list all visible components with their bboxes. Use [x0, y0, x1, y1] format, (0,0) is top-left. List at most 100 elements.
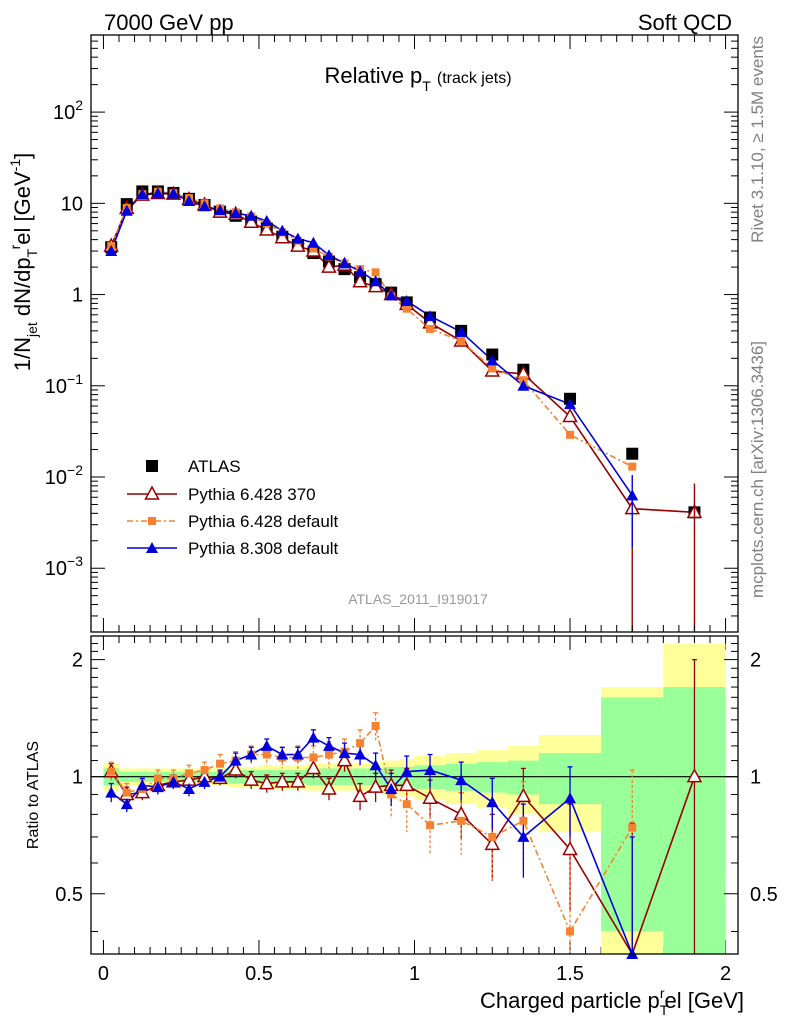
ratio-y-tick-label: 0.5: [55, 884, 83, 906]
ratio-y-tick-label-right: 0.5: [750, 884, 778, 906]
main-point-3: [136, 188, 149, 200]
ratio-point-2: [387, 790, 396, 799]
analysis-label: ATLAS_2011_I919017: [348, 591, 488, 607]
ratio-point-1: [321, 780, 337, 795]
ratio-point-3: [167, 775, 180, 787]
ratio-point-1: [686, 768, 703, 783]
ratio-point-3: [354, 748, 367, 760]
ratio-point-2: [309, 753, 318, 762]
main-point-2: [628, 462, 637, 471]
main-point-2: [426, 324, 435, 333]
main-point-3: [517, 379, 530, 391]
ratio-point-3: [245, 748, 258, 760]
main-point-3: [486, 354, 499, 366]
main-point-3: [455, 325, 468, 337]
main-ylabel: 1/Njet dN/dpTrel [GeV-1]: [7, 153, 40, 372]
main-point-1: [243, 213, 259, 229]
ratio-point-1: [352, 787, 368, 803]
ratio-point-2: [122, 788, 131, 797]
ratio-point-2: [324, 750, 333, 759]
main-point-2: [457, 336, 466, 345]
ratio-point-3: [400, 765, 413, 777]
x-axis-label: Charged particle pTrel [GeV]: [480, 985, 744, 1018]
ratio-point-1: [305, 759, 322, 775]
ratio-point-2: [426, 821, 435, 830]
main-point-3: [120, 204, 133, 216]
ratio-point-2: [216, 759, 225, 768]
main-point-3: [322, 249, 335, 261]
ratio-point-1: [515, 787, 532, 803]
ratio-point-2: [356, 739, 365, 748]
ratio-point-2: [262, 750, 271, 759]
legend-label: Pythia 8.308 default: [188, 539, 339, 558]
main-point-3: [198, 200, 211, 212]
ratio-point-1: [243, 771, 259, 786]
main-point-3: [214, 204, 227, 216]
ratio-point-2: [519, 816, 528, 825]
main-point-3: [307, 236, 320, 248]
main-line-2: [110, 190, 633, 468]
x-tick-label: 0.5: [245, 963, 273, 985]
ratio-point-1: [258, 775, 275, 790]
main-point-3: [564, 398, 577, 410]
ratio-point-2: [200, 766, 209, 775]
main-point-1: [258, 221, 275, 236]
ratio-point-2: [184, 769, 193, 778]
legend: ATLAS Pythia 6.428 370 Pythia 6.428 defaul…: [127, 457, 339, 558]
ratio-point-3: [424, 764, 437, 776]
ratio-point-1: [336, 752, 353, 767]
ratio-point-3: [369, 759, 382, 771]
ratio-point-1: [227, 761, 244, 776]
ratio-point-2: [628, 823, 637, 832]
main-point-2: [566, 430, 575, 439]
ratio-point-3: [198, 775, 211, 787]
ratio-point-1: [274, 773, 291, 788]
ratio-panel: 0.5 0.5 1 1 2 2 0 0.5 1 1.5 2: [55, 635, 778, 985]
x-tick-label: 0: [98, 963, 109, 985]
main-point-1: [562, 407, 578, 423]
main-panel: 10−3 10−2 10−1 1 10 102: [45, 34, 739, 954]
mcplots-label: mcplots.cern.ch [arXiv:1306.3436]: [748, 341, 767, 598]
ratio-point-3: [151, 781, 164, 793]
y-tick-label: 10−1: [45, 371, 83, 398]
ratio-point-1: [367, 778, 384, 793]
main-title: Relative pT (track jets): [324, 63, 511, 94]
main-point-3: [338, 257, 351, 269]
ratio-point-3: [517, 830, 530, 842]
ratio-point-2: [107, 767, 116, 776]
ratio-point-3: [486, 796, 499, 808]
legend-label: Pythia 6.428 default: [188, 512, 339, 531]
ratio-point-3: [182, 782, 195, 794]
ratio-point-3: [214, 770, 227, 782]
main-point-2: [488, 364, 497, 373]
ratio-point-3: [120, 798, 133, 810]
main-point-3: [245, 209, 258, 221]
y-tick-label: 1: [72, 285, 83, 307]
ratio-point-3: [229, 754, 242, 766]
main-point-1: [352, 273, 368, 288]
x-tick-label: 1.5: [556, 963, 584, 985]
main-point-3: [354, 265, 367, 277]
main-point-3: [260, 215, 273, 227]
ratio-point-2: [402, 800, 411, 809]
y-tick-label: 102: [53, 97, 83, 124]
x-tick-label: 2: [720, 963, 731, 985]
main-point-1: [274, 229, 291, 244]
ratio-point-1: [562, 840, 578, 856]
ratio-point-2: [153, 774, 162, 783]
ratio-y-tick-label: 2: [72, 650, 83, 672]
legend-label: ATLAS: [188, 457, 241, 476]
main-point-1: [321, 258, 337, 273]
ratio-y-tick-label: 1: [72, 767, 83, 789]
ratio-point-3: [136, 779, 149, 791]
ratio-point-3: [307, 731, 320, 743]
header-right: Soft QCD: [638, 10, 732, 35]
ratio-point-3: [276, 748, 289, 760]
atlas-point: [626, 447, 639, 460]
legend-marker: [144, 485, 160, 500]
ratio-point-2: [457, 816, 466, 825]
ratio-y-tick-label-right: 1: [750, 767, 761, 789]
header-left: 7000 GeV pp: [104, 10, 234, 35]
x-tick-label: 1: [409, 963, 420, 985]
main-point-3: [369, 275, 382, 287]
